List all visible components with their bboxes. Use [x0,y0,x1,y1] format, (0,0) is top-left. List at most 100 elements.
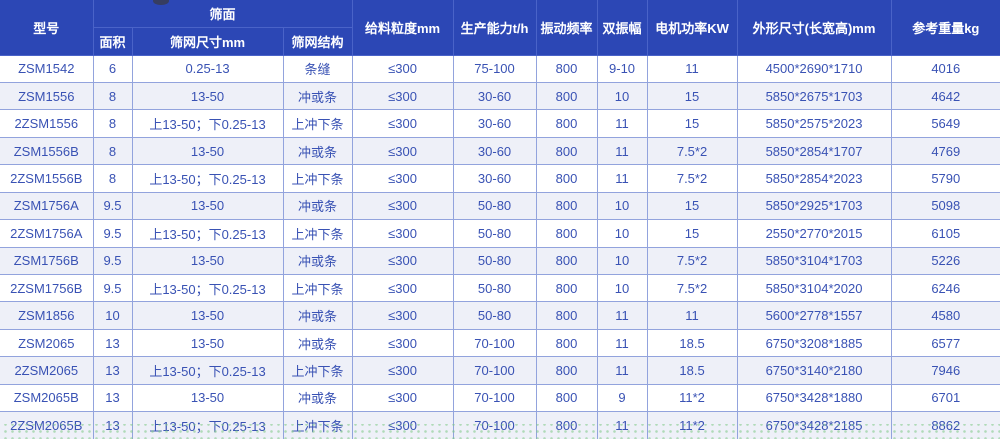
cell-mesh-structure: 冲或条 [282,246,353,276]
cell-model: ZSM2065B [0,383,94,413]
table-row: ZSM1556 8 13-50 冲或条 ≤300 30-60 800 10 15 5850*267… [0,81,1000,111]
cell-dimensions: 5850*2854*2023 [736,164,892,193]
cell-mesh-structure: 冲或条 [282,136,353,166]
cell-amplitude: 11 [596,109,648,138]
cell-capacity: 50-80 [452,301,537,330]
table-row: ZSM1756A 9.5 13-50 冲或条 ≤300 50-80 800 10 15 5850*… [0,191,1000,221]
cell-frequency: 800 [535,54,598,83]
cell-motor-power: 11 [646,54,738,83]
cell-dimensions: 6750*3208*1885 [736,328,892,358]
header-motor-power: 电机功率KW [646,0,738,56]
cell-amplitude: 11 [596,328,648,358]
cell-amplitude: 9-10 [596,54,648,83]
cell-motor-power: 11*2 [646,383,738,413]
cell-area: 6 [92,54,133,83]
cell-feed-size: ≤300 [351,164,454,193]
cell-dimensions: 6750*3428*2185 [736,411,892,439]
cell-weight: 6246 [890,273,1000,303]
cell-amplitude: 10 [596,219,648,248]
cell-dimensions: 5850*3104*1703 [736,246,892,276]
cell-area: 8 [92,81,133,111]
cell-amplitude: 10 [596,273,648,303]
cell-frequency: 800 [535,109,598,138]
cell-amplitude: 11 [596,301,648,330]
cell-model: ZSM1856 [0,301,94,330]
cell-area: 13 [92,356,133,385]
cell-feed-size: ≤300 [351,411,454,439]
table-row: 2ZSM2065B 13 上13-50；下0.25-13 上冲下条 ≤300 70-100… [0,411,1000,439]
cell-weight: 5649 [890,109,1000,138]
cell-model: 2ZSM1756A [0,219,94,248]
cell-frequency: 800 [535,383,598,413]
cell-amplitude: 11 [596,136,648,166]
cell-dimensions: 5850*3104*2020 [736,273,892,303]
cell-area: 13 [92,383,133,413]
cell-feed-size: ≤300 [351,273,454,303]
cell-area: 9.5 [92,219,133,248]
cell-dimensions: 5850*2854*1707 [736,136,892,166]
table-row: 2ZSM1756B 9.5 上13-50；下0.25-13 上冲下条 ≤300 50-80… [0,273,1000,303]
cell-amplitude: 10 [596,81,648,111]
table-row: ZSM1556B 8 13-50 冲或条 ≤300 30-60 800 11 7.5*2 5850… [0,136,1000,166]
cell-dimensions: 6750*3140*2180 [736,356,892,385]
cell-mesh-size: 0.25-13 [131,54,284,83]
cell-feed-size: ≤300 [351,328,454,358]
header-weight: 参考重量kg [890,0,1000,56]
cell-weight: 6577 [890,328,1000,358]
cell-frequency: 800 [535,81,598,111]
cell-mesh-structure: 上冲下条 [282,219,353,248]
cell-feed-size: ≤300 [351,54,454,83]
cell-dimensions: 5600*2778*1557 [736,301,892,330]
cell-frequency: 800 [535,273,598,303]
cell-model: 2ZSM1756B [0,273,94,303]
cell-capacity: 30-60 [452,81,537,111]
cell-area: 8 [92,136,133,166]
cell-mesh-structure: 条缝 [282,54,353,83]
cell-motor-power: 11*2 [646,411,738,439]
table-row: ZSM2065B 13 13-50 冲或条 ≤300 70-100 800 9 11*2 6750… [0,383,1000,413]
table-row: 2ZSM1556 8 上13-50；下0.25-13 上冲下条 ≤300 30-60 800… [0,109,1000,138]
cell-motor-power: 11 [646,301,738,330]
cell-frequency: 800 [535,301,598,330]
cell-mesh-structure: 上冲下条 [282,164,353,193]
cell-frequency: 800 [535,246,598,276]
cell-mesh-structure: 冲或条 [282,328,353,358]
cell-mesh-size: 13-50 [131,383,284,413]
cell-model: ZSM2065 [0,328,94,358]
cell-mesh-size: 上13-50；下0.25-13 [131,273,284,303]
cell-mesh-size: 上13-50；下0.25-13 [131,411,284,439]
table-row: ZSM1856 10 13-50 冲或条 ≤300 50-80 800 11 11 5600*27… [0,301,1000,330]
cell-model: 2ZSM1556 [0,109,94,138]
cell-mesh-structure: 上冲下条 [282,356,353,385]
cell-motor-power: 7.5*2 [646,164,738,193]
cell-dimensions: 4500*2690*1710 [736,54,892,83]
cell-mesh-size: 13-50 [131,328,284,358]
cell-model: ZSM1756B [0,246,94,276]
cell-mesh-size: 上13-50；下0.25-13 [131,109,284,138]
cell-capacity: 30-60 [452,164,537,193]
cell-model: ZSM1556 [0,81,94,111]
cell-capacity: 50-80 [452,273,537,303]
cell-motor-power: 7.5*2 [646,273,738,303]
table-row: 2ZSM1556B 8 上13-50；下0.25-13 上冲下条 ≤300 30-60 80… [0,164,1000,193]
cell-frequency: 800 [535,328,598,358]
cell-mesh-size: 13-50 [131,136,284,166]
cell-dimensions: 6750*3428*1880 [736,383,892,413]
cell-motor-power: 15 [646,219,738,248]
cell-weight: 4580 [890,301,1000,330]
cell-capacity: 50-80 [452,219,537,248]
cell-capacity: 70-100 [452,411,537,439]
cell-weight: 6105 [890,219,1000,248]
cell-dimensions: 5850*2675*1703 [736,81,892,111]
cell-amplitude: 11 [596,164,648,193]
cell-dimensions: 5850*2925*1703 [736,191,892,221]
cell-feed-size: ≤300 [351,81,454,111]
cell-capacity: 30-60 [452,109,537,138]
table-row: ZSM2065 13 13-50 冲或条 ≤300 70-100 800 11 18.5 6750… [0,328,1000,358]
cell-weight: 4769 [890,136,1000,166]
cell-frequency: 800 [535,136,598,166]
cell-frequency: 800 [535,164,598,193]
table-header: 型号 筛面 给料粒度mm 生产能力t/h 振动频率 双振幅 电机功率KW 外形尺… [0,0,1000,56]
cell-capacity: 70-100 [452,328,537,358]
